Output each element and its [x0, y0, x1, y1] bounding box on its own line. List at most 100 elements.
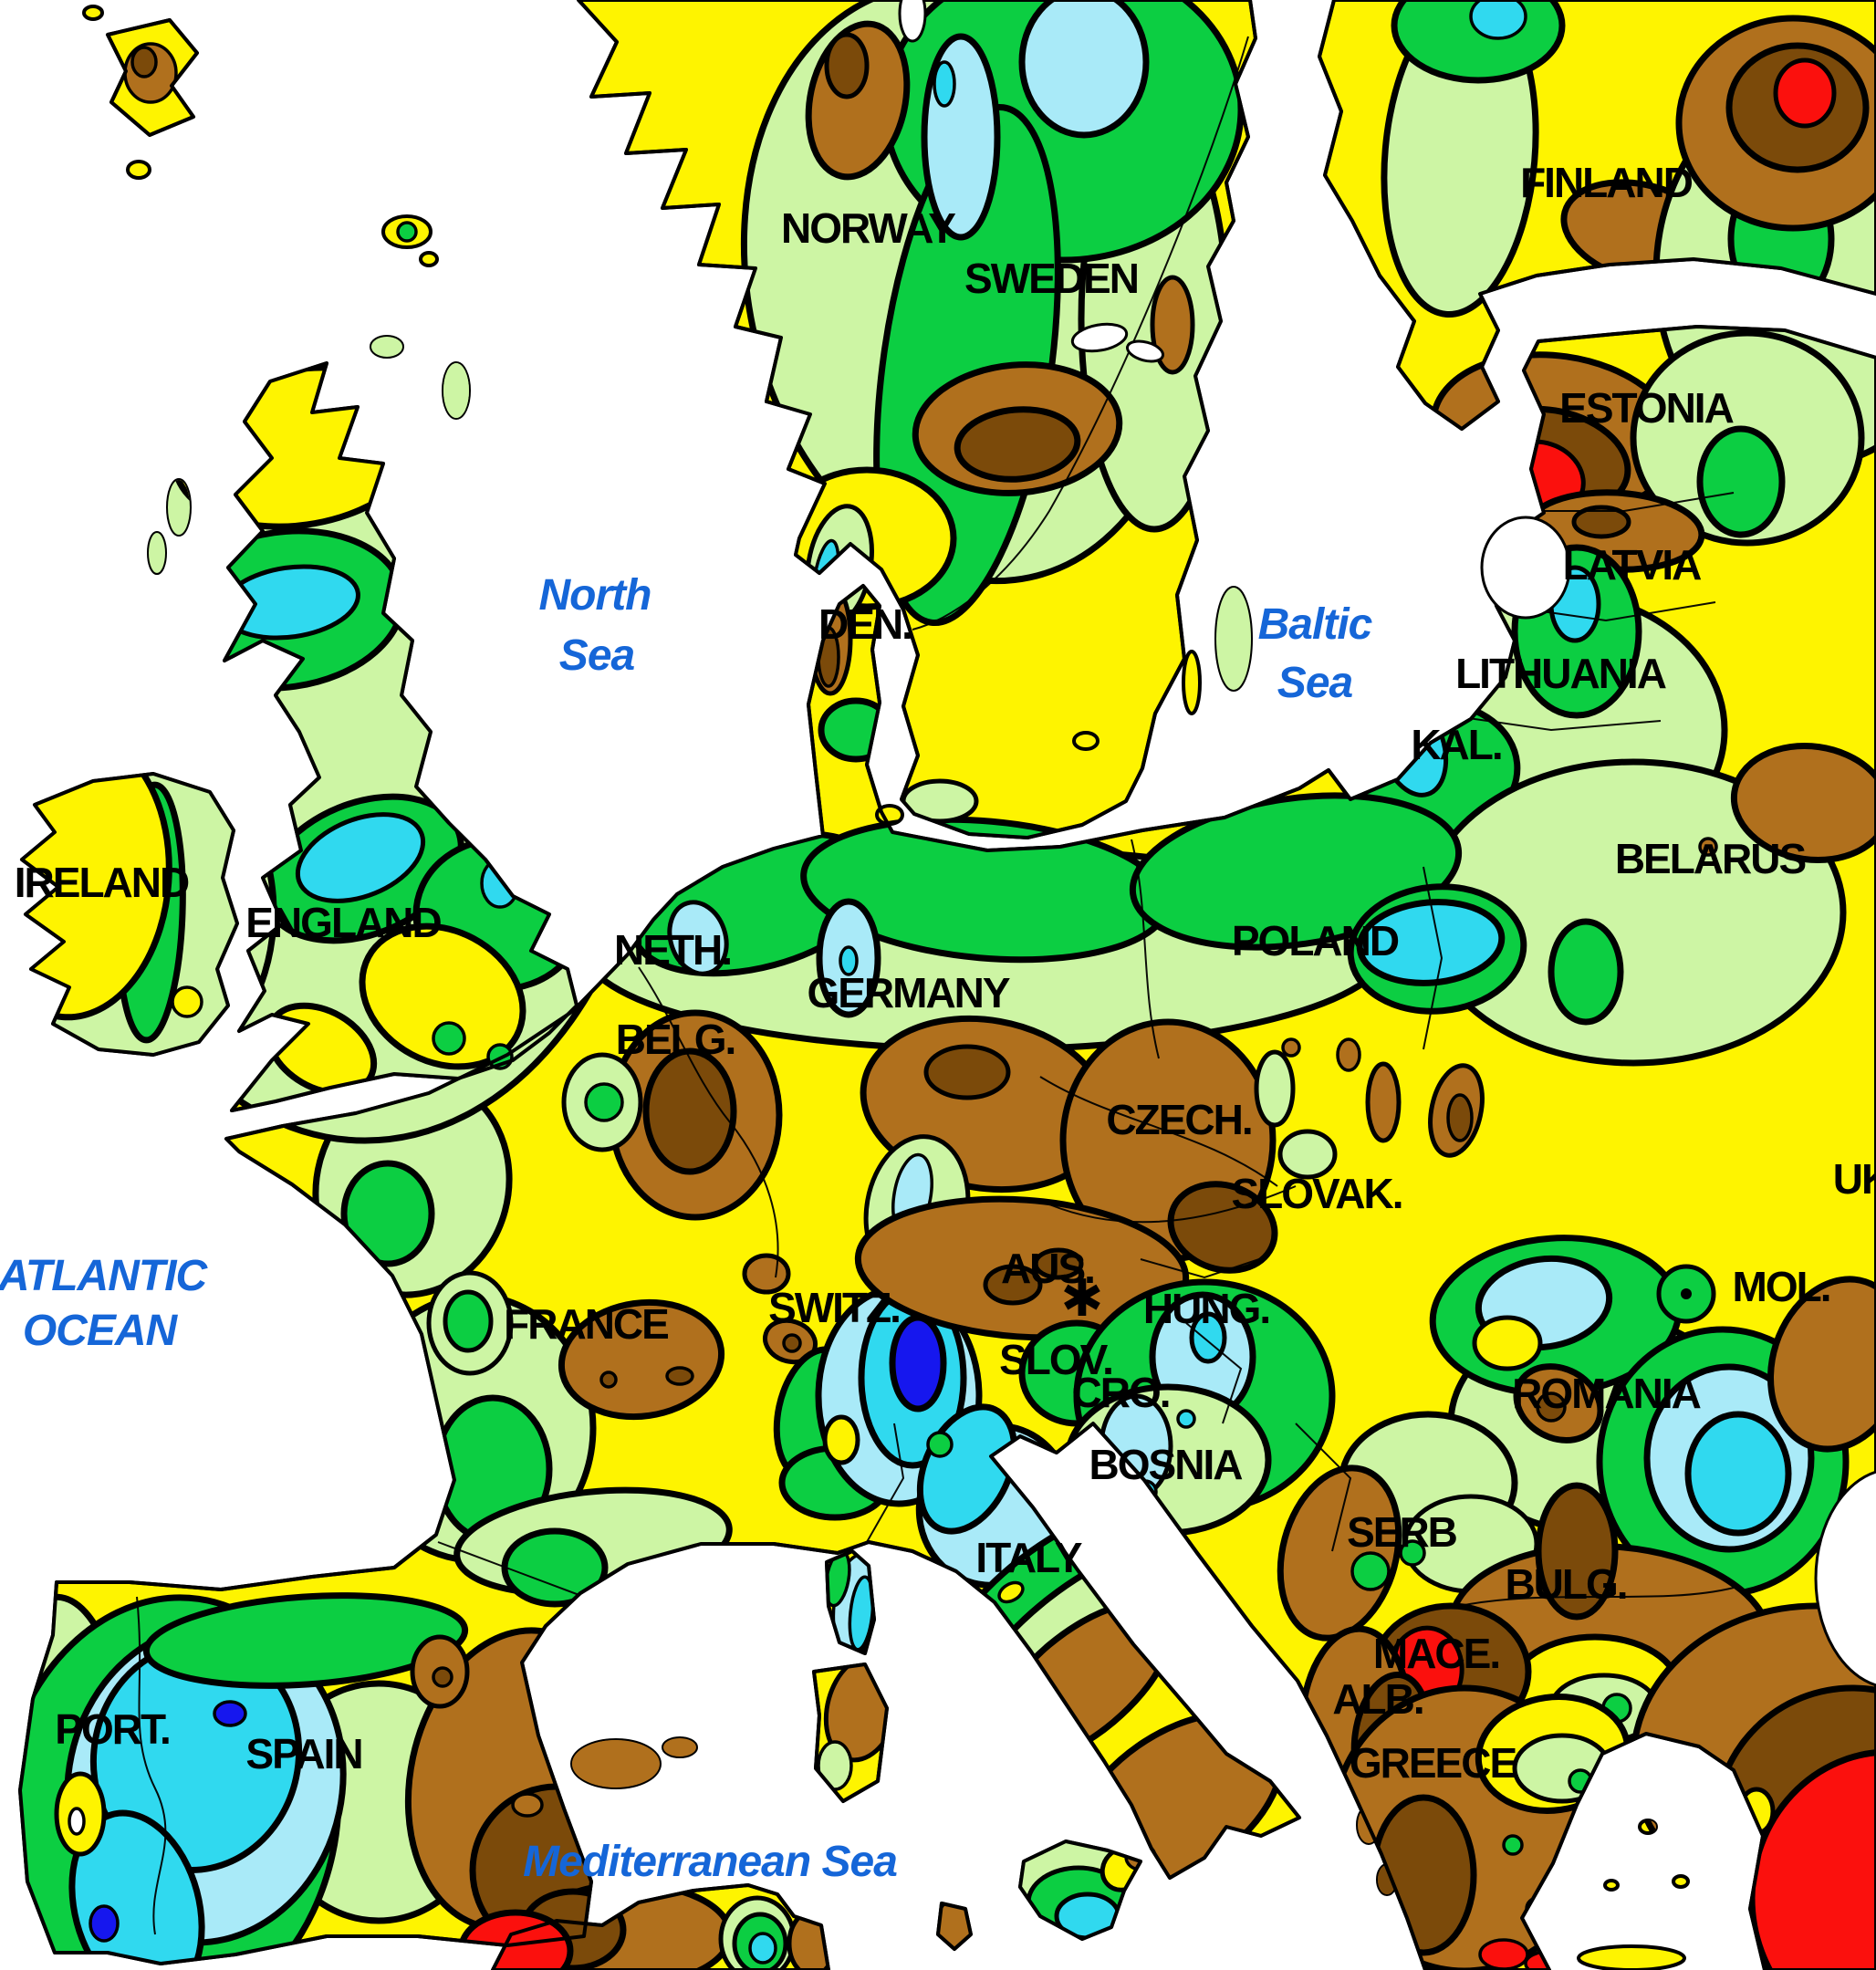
country-label-macedonia: MACE.	[1373, 1630, 1499, 1677]
contour-blob	[1548, 918, 1624, 1026]
contour-blob	[822, 1414, 860, 1465]
contour-blob	[1536, 1392, 1567, 1423]
country-label-poland: POLAND	[1232, 917, 1399, 964]
country-label-portugal: PORT.	[55, 1705, 169, 1753]
country-label-bulgaria: BULG.	[1505, 1560, 1626, 1608]
country-label-moldova: MOL.	[1733, 1263, 1830, 1310]
country-label-greece: GREECE	[1350, 1739, 1516, 1787]
country-label-serbia: SERB	[1347, 1508, 1457, 1556]
contour-blob	[1150, 275, 1195, 375]
country-label-france: FRANCE	[504, 1300, 668, 1348]
sea-label-mediterranean: Mediterranean Sea	[523, 1838, 897, 1886]
country-label-belgium: BELG.	[616, 1016, 735, 1063]
contour-blob	[1356, 899, 1506, 986]
contour-blob	[1698, 837, 1718, 857]
contour-blob	[1350, 1551, 1391, 1591]
contour-blob	[933, 60, 956, 108]
contour-blob	[558, 1298, 725, 1421]
country-label-albania: ALB.	[1332, 1675, 1423, 1723]
lakes-and-gulfs	[898, 0, 1876, 1687]
contour-blob	[359, 922, 526, 1070]
contour-blob	[1535, 1482, 1619, 1621]
contour-blob	[1281, 1037, 1301, 1058]
contour-blob	[1277, 1129, 1338, 1180]
sea-label-north-sea-line1: North	[539, 571, 651, 620]
contour-blob	[1277, 1464, 1402, 1642]
contour-blob	[889, 1314, 947, 1412]
country-label-ukraine-clipped: UK	[1833, 1155, 1876, 1203]
contour-blob	[954, 406, 1081, 483]
country-label-italy: ITALY	[975, 1534, 1082, 1581]
contour-blob	[1167, 1181, 1278, 1274]
country-label-netherlands: NETH.	[614, 926, 731, 974]
country-label-lithuania: LITHUANIA	[1455, 650, 1666, 697]
contour-blob	[926, 1431, 954, 1458]
country-label-ireland: IRELAND	[15, 859, 189, 906]
contour-blob	[171, 985, 203, 1018]
country-label-england: ENGLAND	[245, 899, 441, 946]
contour-blob	[1730, 742, 1876, 864]
asterisk-marker: ✱	[1061, 1269, 1104, 1329]
contour-blob	[432, 1666, 453, 1688]
country-label-latvia: LATVIA	[1563, 541, 1701, 589]
contour-blob	[213, 1700, 247, 1727]
contour-blob	[1696, 425, 1786, 538]
contour-blob	[432, 1021, 466, 1056]
contour-blob	[1684, 1411, 1792, 1537]
country-label-bosnia: BOSNIA	[1089, 1441, 1243, 1488]
sea-label-atlantic-line1: ATLANTIC	[0, 1252, 209, 1300]
contour-blob	[1189, 1311, 1227, 1364]
contour-blob	[782, 1333, 802, 1353]
country-label-czech: CZECH.	[1106, 1096, 1251, 1143]
contour-blob	[1176, 1409, 1196, 1429]
country-label-denmark: DEN.	[818, 600, 912, 648]
contour-blob	[1767, 1276, 1876, 1453]
contour-blob	[1571, 505, 1631, 539]
country-labels: NORWAY SWEDEN FINLAND ESTONIA LATVIA LIT…	[15, 159, 1876, 1787]
country-label-spain: SPAIN	[245, 1730, 361, 1777]
sea-labels: North Sea Baltic Sea ATLANTIC OCEAN Medi…	[0, 571, 1373, 1886]
contour-blob	[1478, 1938, 1529, 1970]
country-label-finland: FINLAND	[1520, 159, 1693, 206]
country-label-sweden: SWEDEN	[964, 255, 1138, 302]
country-label-belarus: BELARUS	[1615, 835, 1806, 882]
contour-blob	[665, 1366, 694, 1386]
contour-blob	[1472, 1315, 1543, 1371]
contour-blob	[584, 1082, 624, 1122]
country-label-romania: ROMANIA	[1512, 1370, 1701, 1417]
contour-blob	[1336, 1037, 1361, 1072]
contour-blob	[1399, 1539, 1426, 1567]
contour-blob	[1254, 1049, 1296, 1128]
country-label-austria: AUS.	[1001, 1245, 1094, 1292]
contour-blob	[396, 221, 418, 243]
contour-blob	[1446, 1093, 1474, 1142]
country-label-estonia: ESTONIA	[1559, 384, 1733, 432]
contour-blob	[1365, 1061, 1402, 1143]
contour-blob	[1033, 1247, 1084, 1280]
contour-blob	[68, 1807, 86, 1836]
contour-blob	[1469, 0, 1527, 40]
country-label-germany: GERMANY	[807, 969, 1009, 1016]
country-label-hungary: HUNG.	[1143, 1285, 1269, 1332]
country-label-norway: NORWAY	[781, 204, 955, 252]
contour-blob	[511, 1792, 544, 1818]
contour-blob	[824, 32, 870, 99]
contour-blob	[642, 1048, 737, 1175]
country-label-kaliningrad: KAL.	[1411, 721, 1501, 768]
sea-label-baltic-sea-line2: Sea	[1277, 659, 1353, 707]
contour-dot	[1681, 1288, 1692, 1299]
contour-blob	[599, 1371, 618, 1389]
contour-blob	[443, 1289, 494, 1353]
contour-blob	[997, 1580, 1025, 1604]
contour-blob	[667, 900, 729, 976]
sea-label-baltic-sea-line1: Baltic	[1258, 600, 1372, 649]
contour-blob	[1773, 57, 1837, 129]
contour-blob	[340, 1160, 435, 1267]
sea-label-north-sea-line2: Sea	[559, 631, 635, 680]
country-label-switzerland: SWITZ.	[768, 1284, 900, 1331]
contour-blob	[142, 1592, 469, 1689]
contour-blob	[130, 46, 158, 78]
contour-blob	[1502, 1834, 1524, 1856]
